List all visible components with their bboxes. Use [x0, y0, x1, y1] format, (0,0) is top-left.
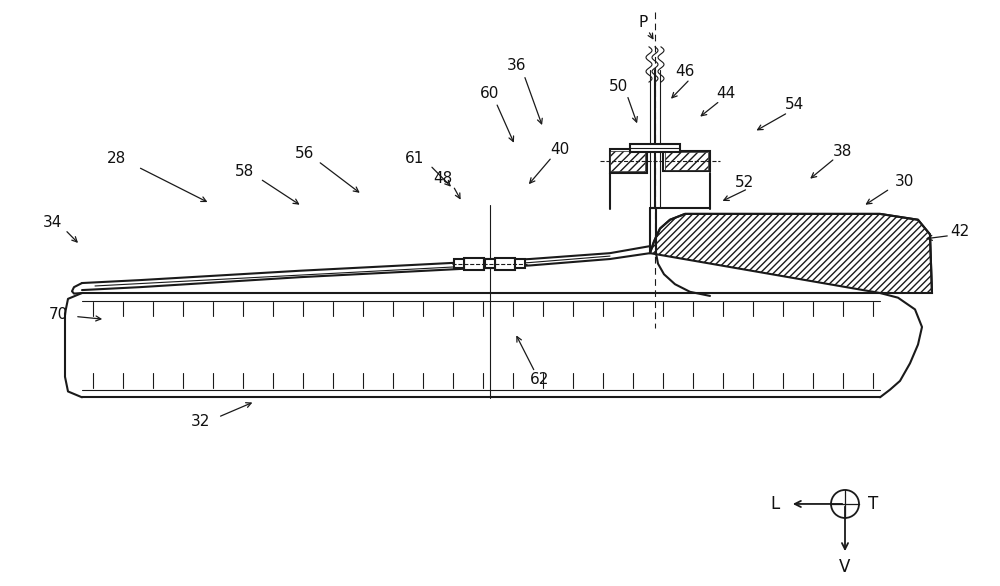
Text: L: L [770, 495, 780, 513]
Text: 56: 56 [295, 146, 315, 161]
Polygon shape [464, 258, 484, 270]
Polygon shape [663, 151, 710, 171]
Text: P: P [638, 15, 648, 30]
Polygon shape [650, 214, 932, 293]
Polygon shape [515, 259, 525, 268]
Polygon shape [484, 259, 494, 268]
Text: 42: 42 [950, 224, 970, 239]
Text: 61: 61 [405, 151, 425, 166]
Text: 40: 40 [550, 142, 570, 157]
Polygon shape [485, 259, 495, 268]
Text: 28: 28 [107, 151, 127, 166]
Polygon shape [610, 151, 645, 171]
Text: 58: 58 [235, 163, 255, 179]
Polygon shape [495, 258, 515, 270]
Text: T: T [868, 495, 878, 513]
Text: 54: 54 [785, 97, 805, 112]
Polygon shape [630, 144, 680, 152]
Text: 70: 70 [48, 307, 68, 322]
Polygon shape [665, 152, 708, 170]
Polygon shape [454, 259, 464, 268]
Text: 34: 34 [42, 215, 62, 230]
Text: 44: 44 [716, 86, 736, 101]
Text: 30: 30 [895, 174, 915, 189]
Text: 48: 48 [433, 171, 453, 186]
Text: 60: 60 [480, 86, 500, 101]
Text: 62: 62 [530, 372, 550, 387]
Text: 52: 52 [735, 175, 755, 190]
Text: 36: 36 [507, 58, 527, 73]
Text: 32: 32 [190, 414, 210, 430]
Polygon shape [610, 149, 647, 173]
Text: 38: 38 [833, 144, 853, 159]
Text: 50: 50 [609, 79, 629, 94]
Text: V: V [839, 558, 851, 576]
Text: 46: 46 [675, 64, 695, 79]
